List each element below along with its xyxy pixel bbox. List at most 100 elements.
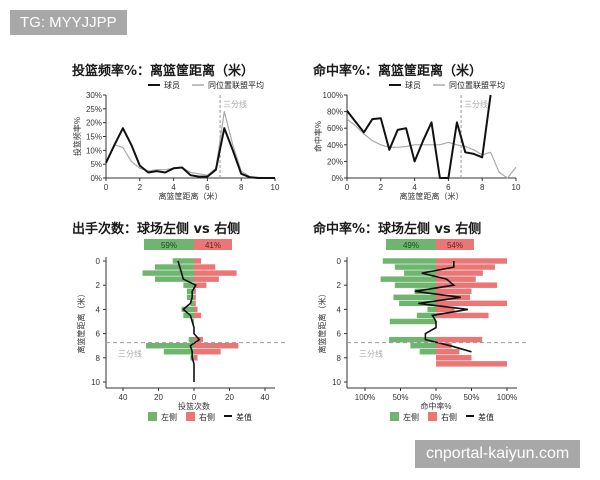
fgpct-xtick-label: 50% xyxy=(463,393,479,402)
shots-ytick-label: 4 xyxy=(96,305,101,314)
pct-legend-league: 同位置联盟平均 xyxy=(449,80,505,90)
fgpct-ytick-label: 8 xyxy=(337,354,342,363)
fgpct-ytick-label: 10 xyxy=(332,378,341,387)
fgpct-xtick-label: 50% xyxy=(392,393,408,402)
pct-xtick-label: 2 xyxy=(379,183,384,192)
pct-ytick-label: 60% xyxy=(327,124,343,133)
fgpct-bar-left xyxy=(416,312,436,319)
shots-bar-right xyxy=(194,258,202,264)
watermark-top: TG: MYYJJPP xyxy=(10,10,127,35)
fgpct-legend-right-swatch xyxy=(428,412,437,421)
shots-bar-left xyxy=(163,349,194,355)
fgpct-bar-left xyxy=(394,264,436,270)
pct-ytick-label: 80% xyxy=(327,108,343,117)
fgpct-ytick-label: 6 xyxy=(337,330,342,339)
fgpct-bar-left xyxy=(427,306,436,313)
shots-bar-right xyxy=(194,300,196,307)
shots-ytick-label: 10 xyxy=(91,378,100,387)
shots-bar-left xyxy=(186,288,194,294)
shots-bar-right xyxy=(194,312,202,319)
shots-legend-diff: 差值 xyxy=(236,412,252,422)
freq-player-line xyxy=(105,127,275,179)
shots-bar-left xyxy=(190,300,194,307)
freq-legend-player: 球员 xyxy=(164,80,180,90)
freq-xlabel: 离篮筐距离（米） xyxy=(159,191,223,201)
shots-bar-left xyxy=(146,342,194,349)
chart3-title: 出手次数：球场左侧 vs 右侧 xyxy=(72,222,241,237)
freq-ytick-label: 15% xyxy=(86,133,102,142)
freq-league-line xyxy=(105,111,275,179)
pct-xtick-label: 4 xyxy=(412,183,417,192)
fgpct-legend-left: 左侧 xyxy=(403,412,419,422)
pct-ylabel: 命中率% xyxy=(313,121,323,152)
pct-three-point-label: 三分线 xyxy=(464,99,488,109)
fgpct-ylabel: 离篮筐距离（米） xyxy=(317,290,327,354)
shots-summary-left xyxy=(144,239,194,250)
shots-diff-line xyxy=(177,260,201,382)
shots-xlabel: 投篮次数 xyxy=(178,401,210,411)
freq-ytick-label: 25% xyxy=(86,105,102,114)
freq-ytick-label: 30% xyxy=(86,91,102,100)
shots-summary-right xyxy=(194,239,232,250)
shots-ytick-label: 0 xyxy=(96,257,101,266)
shots-bar-right xyxy=(194,349,221,355)
shots-bar-right xyxy=(194,264,216,270)
pct-player-line xyxy=(346,94,492,179)
fgpct-bar-right xyxy=(436,336,483,343)
fgpct-bar-right xyxy=(436,342,452,349)
fgpct-legend-right: 右侧 xyxy=(441,412,457,422)
freq-ytick-label: 10% xyxy=(86,146,102,155)
fgpct-xtick-label: 100% xyxy=(497,393,517,402)
shots-ytick-label: 8 xyxy=(96,354,101,363)
chart2-title: 命中率%：离篮筐距离（米） xyxy=(313,64,483,79)
shots-bar-right xyxy=(194,355,198,361)
fgpct-xtick-label: 0% xyxy=(430,393,442,402)
shots-bar-left xyxy=(186,294,194,301)
chart1-title: 投篮频率%：离篮筐距离（米） xyxy=(72,64,255,79)
shots-bar-right xyxy=(194,288,196,294)
pct-ytick-label: 40% xyxy=(327,141,343,150)
shots-bar-right xyxy=(194,282,207,288)
shots-bar-left xyxy=(192,318,194,325)
shots-bar-left xyxy=(172,258,194,264)
shots-xtick-label: 20 xyxy=(225,393,234,402)
freq-legend-league: 同位置联盟平均 xyxy=(208,80,264,90)
fgpct-chart: 49% 54% 0 2 4 6 8 10 100% 50% 0% 50% 100% 命中率% 离篮筐距离（米… xyxy=(317,239,527,422)
pct-ytick-label: 100% xyxy=(323,91,343,100)
chart4-title: 命中率%：球场左侧 vs 右侧 xyxy=(313,222,482,237)
shots-bar-left xyxy=(154,276,194,282)
shots-legend-right: 右侧 xyxy=(199,412,215,422)
fgpct-bar-right xyxy=(436,276,476,282)
pct-xtick-label: 10 xyxy=(512,183,521,192)
fgpct-summary-right-label: 54% xyxy=(447,241,463,250)
fgpct-bar-left xyxy=(382,258,436,264)
pct-legend-player: 球员 xyxy=(405,80,421,90)
shots-bar-right xyxy=(194,294,196,301)
watermark-bottom: cnportal-kaiyun.com xyxy=(415,440,581,468)
fgpct-bar-right xyxy=(436,355,472,361)
pct-xtick-label: 0 xyxy=(345,183,350,192)
freq-xtick-label: 4 xyxy=(171,183,176,192)
fgpct-bar-left xyxy=(404,270,436,276)
shots-bar-right xyxy=(194,270,237,276)
fgpct-summary-left xyxy=(386,239,436,250)
shots-xtick-label: 40 xyxy=(261,393,270,402)
shots-bar-right xyxy=(194,342,239,349)
shots-bar-left xyxy=(154,264,194,270)
fgpct-bar-right xyxy=(436,361,507,367)
freq-ytick-label: 20% xyxy=(86,119,102,128)
fgpct-bar-right xyxy=(436,306,455,313)
shots-bar-left xyxy=(188,336,194,343)
fgpct-bar-left xyxy=(414,288,436,294)
fgpct-bar-left xyxy=(389,336,436,343)
freq-xtick-label: 0 xyxy=(104,183,109,192)
freq-xtick-label: 8 xyxy=(239,183,244,192)
fgpct-three-point-label: 三分线 xyxy=(359,349,383,359)
shots-bar-left xyxy=(183,312,194,319)
fgpct-bar-right xyxy=(436,300,507,307)
fgpct-bar-right xyxy=(436,349,460,355)
pct-xtick-label: 8 xyxy=(480,183,485,192)
pct-xtick-label: 6 xyxy=(446,183,451,192)
pct-ytick-label: 0% xyxy=(331,174,343,183)
